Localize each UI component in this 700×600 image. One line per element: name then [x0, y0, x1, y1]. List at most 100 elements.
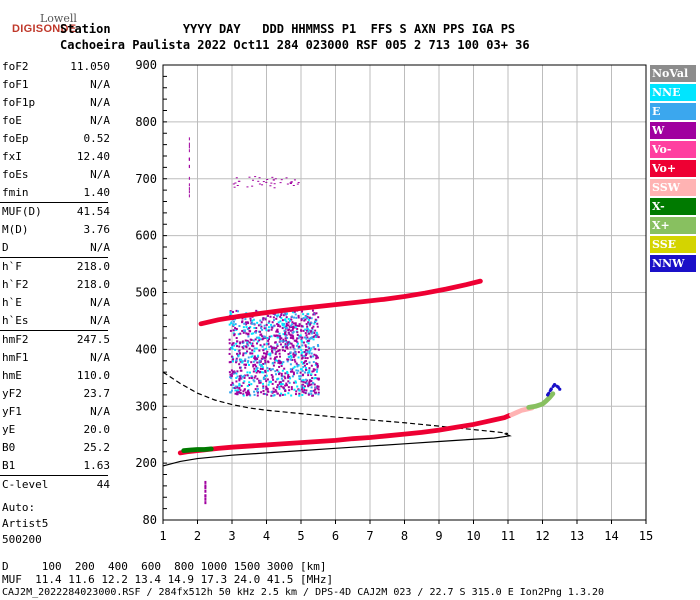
echo-point [285, 341, 288, 344]
echo-point [267, 314, 270, 317]
echo-point [301, 325, 304, 328]
echo-point [296, 363, 299, 366]
echo-point [249, 342, 252, 345]
echo-point [290, 394, 293, 397]
echo-point [296, 342, 299, 345]
echo-point [309, 349, 312, 352]
param-row: yF1 N/A [0, 403, 112, 421]
legend-item-nne: NNE [650, 84, 696, 101]
tick-label-x: 12 [535, 529, 549, 543]
echo-point [303, 388, 306, 391]
tick-label-x: 6 [332, 529, 339, 543]
echo-point [244, 366, 247, 369]
echo-point [254, 369, 257, 372]
echo-point [314, 392, 317, 395]
echo-point [273, 390, 276, 393]
echo-point [303, 336, 306, 339]
echo-point [285, 384, 288, 387]
echo-point [238, 387, 241, 390]
param-row: hmF1 N/A [0, 349, 112, 367]
data-point [361, 300, 365, 304]
echo-point [283, 323, 286, 326]
echo-point [309, 330, 312, 333]
echo-point [313, 322, 316, 325]
data-point [382, 297, 386, 301]
echo-point [306, 349, 309, 352]
echo-point [244, 352, 247, 355]
echo-point [293, 179, 296, 181]
echo-point [259, 323, 262, 326]
data-point [299, 441, 303, 445]
echo-point [276, 336, 279, 339]
echo-point [267, 338, 270, 341]
echo-point [303, 361, 306, 364]
data-point [509, 413, 514, 417]
echo-point [315, 386, 318, 389]
echo-point [246, 350, 249, 353]
echo-point [292, 371, 295, 374]
echo-point [264, 356, 267, 359]
echo-point [300, 354, 303, 357]
echo-point [275, 350, 278, 353]
echo-point [314, 354, 317, 357]
echo-point [301, 341, 304, 344]
echo-point [277, 321, 280, 324]
echo-point [233, 334, 236, 337]
echo-point [298, 345, 301, 348]
echo-point [295, 362, 298, 365]
legend-item-vo-: Vo+ [650, 160, 696, 177]
echo-point [258, 177, 261, 179]
legend-item-w: W [650, 122, 696, 139]
echo-point [270, 368, 273, 371]
echo-point [188, 187, 190, 191]
echo-point [291, 368, 294, 371]
echo-point [273, 394, 276, 397]
echo-point [302, 373, 305, 376]
tick-label-x: 8 [401, 529, 408, 543]
param-value: 20.0 [83, 423, 111, 436]
echo-point [249, 317, 252, 320]
echo-point [254, 388, 257, 391]
param-value: N/A [90, 96, 110, 109]
echo-point [308, 317, 311, 320]
echo-point [286, 342, 289, 345]
echo-point [251, 322, 254, 325]
echo-point [315, 362, 318, 365]
echo-point [284, 372, 287, 375]
echo-point [290, 181, 293, 183]
echo-point [237, 310, 240, 313]
echo-point [288, 340, 291, 343]
echo-point [295, 369, 298, 372]
echo-point [312, 313, 315, 316]
echo-point [308, 339, 311, 342]
echo-point [307, 393, 310, 396]
echo-point [302, 380, 305, 383]
echo-point [244, 318, 247, 321]
echo-point [308, 329, 311, 332]
echo-point [310, 386, 313, 389]
echo-point [310, 392, 313, 395]
echo-point [262, 385, 265, 388]
echo-point [305, 322, 308, 325]
echo-point [258, 361, 261, 364]
tick-label-y: 400 [135, 342, 157, 356]
echo-point [311, 331, 314, 334]
echo-point [244, 322, 247, 325]
echo-point [286, 344, 289, 347]
echo-point [242, 390, 245, 393]
echo-point [288, 375, 291, 378]
echo-point [235, 380, 238, 383]
profile-solid-line [162, 433, 512, 467]
echo-point [250, 377, 253, 380]
echo-point [275, 330, 278, 333]
echo-point [235, 372, 238, 375]
echo-point [238, 382, 241, 385]
echo-point [256, 385, 259, 388]
echo-point [262, 181, 265, 183]
echo-point [284, 344, 287, 347]
echo-point [305, 340, 308, 343]
echo-point [276, 315, 279, 318]
echo-point [251, 344, 254, 347]
echo-point [229, 311, 232, 314]
echo-point [258, 183, 261, 185]
